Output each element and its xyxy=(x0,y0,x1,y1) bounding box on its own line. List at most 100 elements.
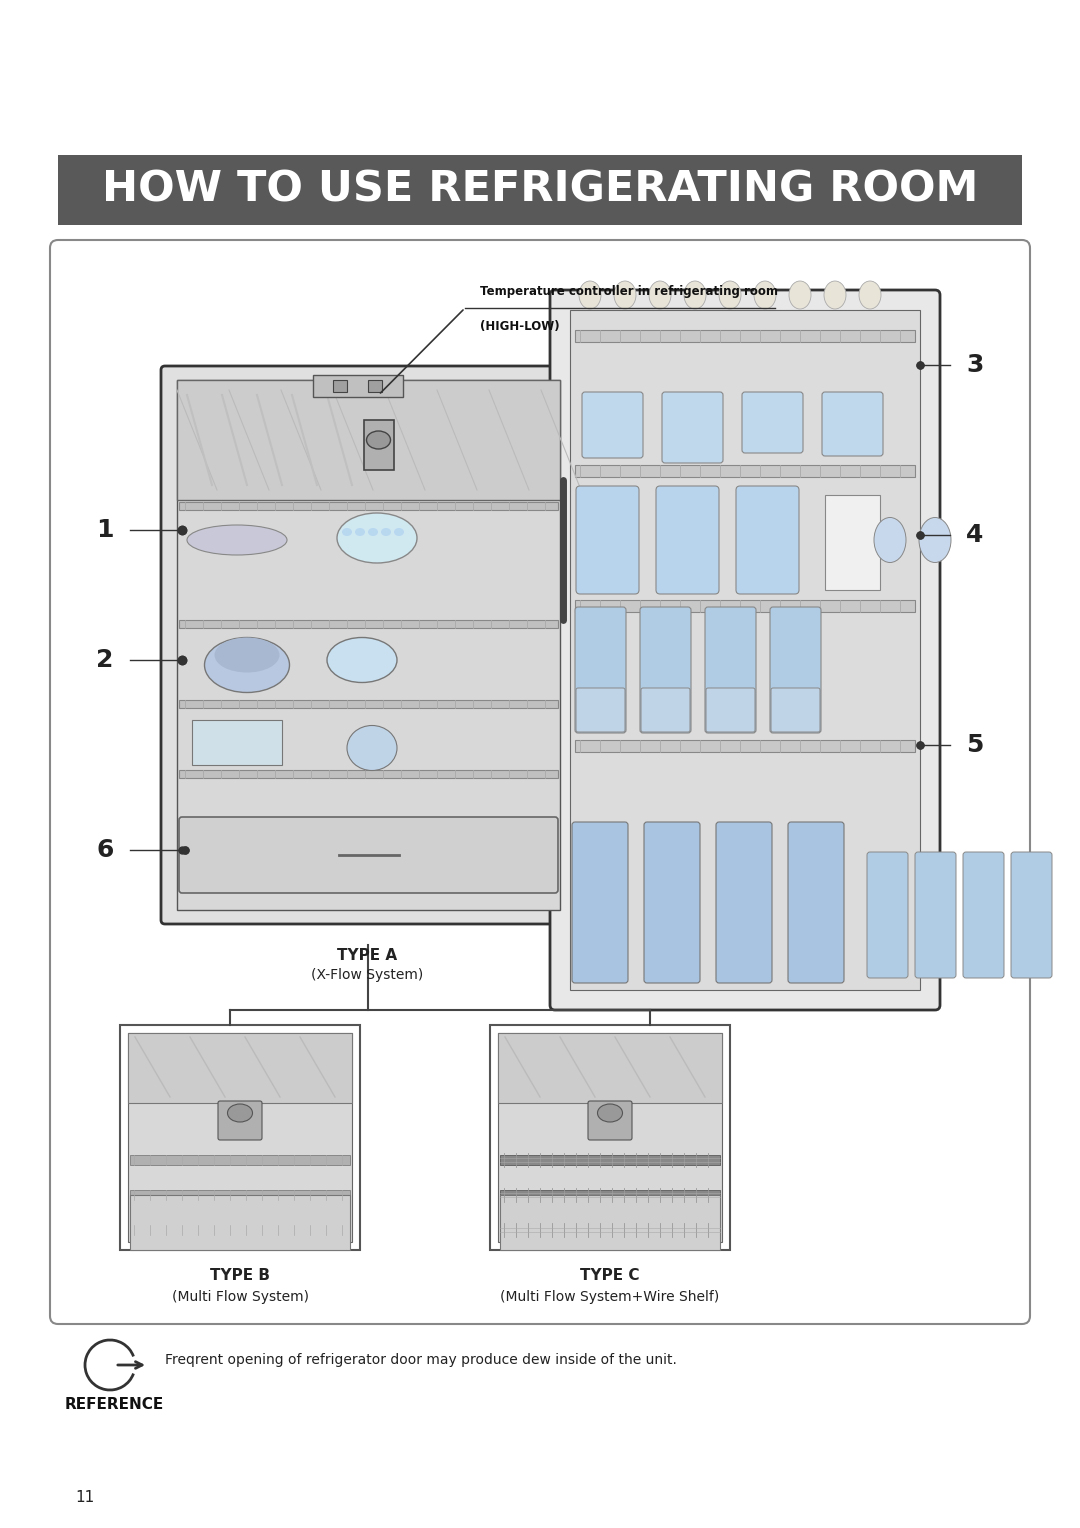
Bar xyxy=(825,495,880,590)
Bar xyxy=(312,374,403,397)
Bar xyxy=(179,700,558,707)
Text: 1: 1 xyxy=(96,518,113,542)
Bar xyxy=(179,503,558,510)
FancyBboxPatch shape xyxy=(572,822,627,983)
FancyBboxPatch shape xyxy=(490,1025,730,1250)
Text: Freqrent opening of refrigerator door may produce dew inside of the unit.: Freqrent opening of refrigerator door ma… xyxy=(165,1352,677,1368)
FancyBboxPatch shape xyxy=(582,393,643,458)
Bar xyxy=(575,465,915,477)
FancyBboxPatch shape xyxy=(550,290,940,1010)
Text: TYPE B: TYPE B xyxy=(210,1268,270,1284)
FancyBboxPatch shape xyxy=(576,688,625,732)
Bar xyxy=(498,1033,723,1103)
Bar xyxy=(177,380,561,500)
Bar xyxy=(575,740,915,752)
FancyBboxPatch shape xyxy=(1011,853,1052,978)
FancyBboxPatch shape xyxy=(662,393,723,463)
Bar xyxy=(500,1190,720,1199)
Ellipse shape xyxy=(342,529,352,536)
FancyBboxPatch shape xyxy=(822,393,883,455)
FancyBboxPatch shape xyxy=(640,607,691,733)
FancyBboxPatch shape xyxy=(161,367,573,924)
FancyBboxPatch shape xyxy=(588,1102,632,1140)
Text: REFERENCE: REFERENCE xyxy=(65,1397,164,1412)
Ellipse shape xyxy=(394,529,404,536)
Bar xyxy=(575,601,915,613)
FancyBboxPatch shape xyxy=(576,486,639,594)
FancyBboxPatch shape xyxy=(644,822,700,983)
FancyBboxPatch shape xyxy=(120,1025,360,1250)
FancyBboxPatch shape xyxy=(50,240,1030,1323)
Bar xyxy=(130,1225,350,1235)
FancyBboxPatch shape xyxy=(706,688,755,732)
Ellipse shape xyxy=(649,281,671,309)
Bar xyxy=(364,420,393,471)
Ellipse shape xyxy=(228,1105,253,1122)
Ellipse shape xyxy=(368,529,378,536)
FancyBboxPatch shape xyxy=(705,607,756,733)
FancyBboxPatch shape xyxy=(788,822,843,983)
Ellipse shape xyxy=(615,281,636,309)
Bar xyxy=(177,380,561,911)
FancyBboxPatch shape xyxy=(963,853,1004,978)
Text: 6: 6 xyxy=(96,837,113,862)
Bar xyxy=(179,620,558,628)
Bar xyxy=(575,330,915,342)
Bar xyxy=(58,154,1022,225)
Bar xyxy=(129,1033,352,1103)
FancyBboxPatch shape xyxy=(735,486,799,594)
Ellipse shape xyxy=(789,281,811,309)
FancyBboxPatch shape xyxy=(656,486,719,594)
Ellipse shape xyxy=(366,431,391,449)
Bar xyxy=(498,1033,723,1242)
FancyBboxPatch shape xyxy=(867,853,908,978)
Ellipse shape xyxy=(355,529,365,536)
Ellipse shape xyxy=(859,281,881,309)
Bar xyxy=(130,1155,350,1164)
FancyBboxPatch shape xyxy=(642,688,690,732)
Bar xyxy=(179,770,558,778)
FancyBboxPatch shape xyxy=(771,688,820,732)
Ellipse shape xyxy=(874,518,906,562)
Bar xyxy=(333,380,347,393)
Bar xyxy=(500,1195,720,1250)
Ellipse shape xyxy=(187,526,287,555)
Text: TYPE C: TYPE C xyxy=(580,1268,639,1284)
Text: Temperature controller in refrigerating room: Temperature controller in refrigerating … xyxy=(480,286,778,298)
Ellipse shape xyxy=(381,529,391,536)
Ellipse shape xyxy=(337,513,417,562)
Bar xyxy=(367,380,381,393)
FancyBboxPatch shape xyxy=(575,607,626,733)
Ellipse shape xyxy=(719,281,741,309)
Ellipse shape xyxy=(754,281,777,309)
Text: 2: 2 xyxy=(96,648,113,672)
Text: TYPE A: TYPE A xyxy=(337,947,397,963)
FancyBboxPatch shape xyxy=(915,853,956,978)
FancyBboxPatch shape xyxy=(770,607,821,733)
FancyBboxPatch shape xyxy=(742,393,804,452)
Text: 11: 11 xyxy=(75,1490,94,1505)
FancyBboxPatch shape xyxy=(179,817,558,892)
Ellipse shape xyxy=(327,637,397,683)
Bar xyxy=(500,1225,720,1235)
Ellipse shape xyxy=(215,637,280,672)
Text: (Multi Flow System): (Multi Flow System) xyxy=(172,1290,309,1303)
Bar xyxy=(500,1155,720,1164)
FancyBboxPatch shape xyxy=(716,822,772,983)
Text: (Multi Flow System+Wire Shelf): (Multi Flow System+Wire Shelf) xyxy=(500,1290,719,1303)
Bar xyxy=(130,1190,350,1199)
Text: 5: 5 xyxy=(967,733,984,756)
Ellipse shape xyxy=(579,281,600,309)
Ellipse shape xyxy=(347,726,397,770)
Bar xyxy=(130,1195,350,1250)
Bar xyxy=(192,720,282,766)
Text: 3: 3 xyxy=(967,353,984,377)
FancyBboxPatch shape xyxy=(218,1102,262,1140)
Ellipse shape xyxy=(597,1105,622,1122)
Ellipse shape xyxy=(919,518,951,562)
Bar xyxy=(129,1033,352,1242)
Ellipse shape xyxy=(684,281,706,309)
Text: (HIGH-LOW): (HIGH-LOW) xyxy=(480,319,559,333)
Text: 4: 4 xyxy=(967,523,984,547)
Bar xyxy=(570,310,920,990)
